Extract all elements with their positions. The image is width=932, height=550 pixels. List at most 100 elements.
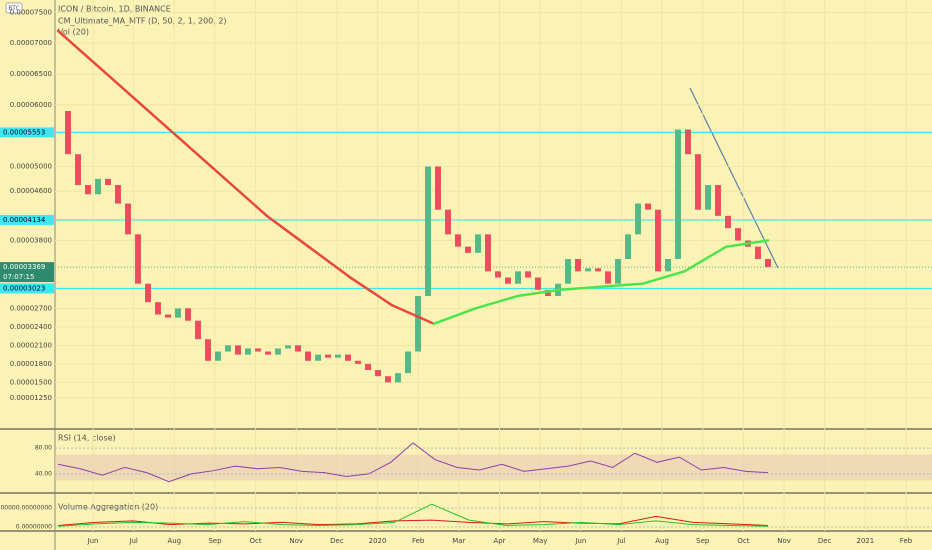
candle — [145, 283, 151, 303]
candle — [95, 178, 101, 195]
last-price-tag — [0, 262, 54, 283]
indicator-line — [57, 442, 769, 483]
ma-segment — [223, 177, 269, 218]
candle — [575, 259, 581, 272]
trend-line — [689, 87, 779, 269]
x-tick-label: Aug — [167, 537, 181, 545]
x-tick-label: Sep — [696, 537, 710, 545]
indicator-label: CM_Ultimate_MA_MTF (D, 50, 2, 1, 200, 2) — [58, 17, 227, 26]
y-tick-label: 0.00000000 — [16, 523, 52, 530]
symbol-title: ICON / Bitcoin, 1D, BINANCE — [58, 5, 171, 14]
candle — [495, 271, 501, 278]
candle — [335, 354, 341, 358]
candle — [425, 166, 431, 297]
candle — [525, 271, 531, 278]
candle — [535, 277, 541, 290]
candle — [205, 339, 211, 361]
candle — [515, 271, 521, 284]
candle — [275, 348, 281, 355]
candle — [475, 234, 481, 253]
level-label: 0.00003023 — [3, 284, 45, 292]
candle — [325, 354, 331, 358]
last-price-label: 0.00003369 — [3, 263, 45, 271]
ma-segment — [474, 294, 519, 310]
ma-segment — [599, 282, 644, 289]
x-tick-label: Aug — [655, 537, 669, 545]
candle — [255, 348, 261, 352]
candle — [455, 234, 461, 247]
candle — [545, 289, 551, 297]
x-tick-label: Oct — [250, 537, 262, 545]
y-tick-label: 0.00006000 — [10, 101, 52, 109]
x-tick-label: Jun — [574, 537, 586, 545]
candle — [215, 351, 221, 361]
candle — [485, 234, 491, 272]
ma-segment — [182, 140, 227, 181]
x-tick-label: Dec — [330, 537, 344, 545]
candle — [725, 215, 731, 229]
vol-agg-title: Volume Aggregation (20) — [58, 503, 158, 512]
level-tag — [0, 127, 54, 138]
ma-segment — [140, 103, 185, 144]
candle — [465, 246, 471, 253]
candle — [385, 376, 391, 383]
level-tag — [0, 214, 54, 225]
ma-segment — [265, 214, 310, 248]
candle — [415, 296, 421, 352]
x-tick-label: Feb — [412, 537, 425, 545]
x-tick-label: 2021 — [856, 537, 874, 545]
y-tick-label: 0.00005000 — [10, 163, 52, 171]
candle — [355, 360, 361, 364]
rsi-title: RSI (14, close) — [58, 434, 116, 443]
candle — [595, 268, 601, 272]
ma-segment — [307, 245, 352, 279]
candle — [375, 370, 381, 377]
x-tick-label: 2020 — [369, 537, 387, 545]
level-tag — [0, 283, 54, 294]
candle — [225, 345, 231, 352]
badge — [5, 2, 23, 14]
candle — [625, 234, 631, 260]
ma-segment — [724, 239, 770, 248]
y-tick-label: 0.00003800 — [10, 237, 52, 245]
candle — [265, 351, 271, 355]
y-tick-label: 0.00002400 — [10, 323, 52, 331]
x-tick-label: Apr — [493, 537, 505, 545]
candle — [685, 129, 691, 155]
x-tick-label: Nov — [777, 537, 791, 545]
candle — [735, 228, 741, 241]
y-tick-label: 0.00006500 — [10, 70, 52, 78]
ma-segment — [516, 288, 561, 298]
ma-segment — [641, 270, 686, 285]
y-tick-label: 40.00 — [35, 470, 52, 477]
candle — [365, 363, 371, 371]
candle — [125, 203, 131, 235]
level-label: 0.00004134 — [3, 216, 46, 224]
candle — [65, 111, 71, 155]
y-tick-label: 0.00007500 — [10, 8, 52, 16]
ma-segment — [432, 307, 477, 326]
y-tick-label: 250000000.00000000 — [0, 504, 52, 511]
candle — [105, 178, 111, 186]
candle — [675, 129, 681, 260]
candle — [295, 345, 301, 352]
candle — [315, 354, 321, 361]
candle — [445, 209, 451, 235]
y-tick-label: 0.00007000 — [10, 39, 52, 47]
y-tick-label: 0.00002700 — [10, 304, 52, 312]
candle — [85, 185, 91, 195]
x-tick-label: Jul — [616, 537, 626, 545]
countdown-label: 07:07:15 — [3, 273, 34, 281]
candle — [185, 308, 191, 321]
y-tick-label: 80.00 — [35, 445, 52, 452]
candle — [285, 345, 291, 349]
candle — [245, 348, 251, 355]
candle — [395, 373, 401, 383]
candle — [615, 259, 621, 284]
badge-text: BTC — [8, 5, 20, 12]
ma-segment — [98, 66, 143, 107]
x-tick-label: Oct — [737, 537, 749, 545]
ma-segment — [683, 245, 728, 273]
y-tick-label: 0.00002100 — [10, 341, 52, 349]
y-tick-label: 0.00001250 — [10, 394, 52, 402]
